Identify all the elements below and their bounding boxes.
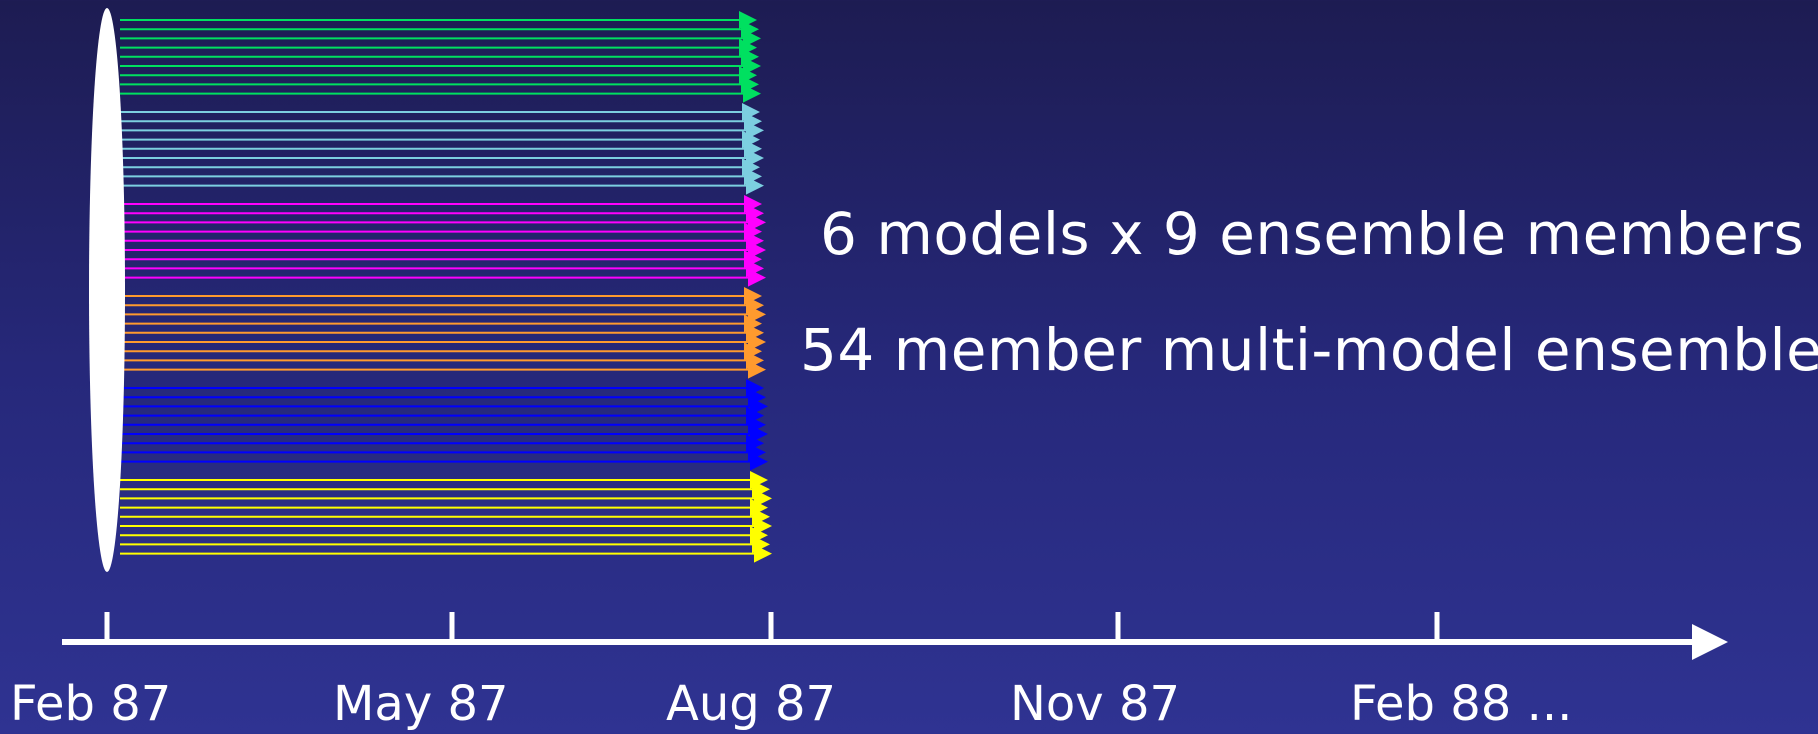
model-group-2 xyxy=(120,103,764,195)
tick-label-aug-87: Aug 87 xyxy=(666,676,837,732)
tick-label-nov-87: Nov 87 xyxy=(1010,676,1181,732)
arrowhead-icon xyxy=(746,176,764,195)
tick-label-may-87: May 87 xyxy=(333,676,509,732)
model-group-1 xyxy=(120,11,761,103)
model-group-6 xyxy=(120,471,772,563)
arrowhead-icon xyxy=(754,544,772,563)
arrowhead-icon xyxy=(743,84,761,103)
timeline-arrowhead-icon xyxy=(1692,624,1728,660)
model-group-5 xyxy=(120,379,768,471)
arrowhead-icon xyxy=(750,452,768,471)
arrowhead-icon xyxy=(748,360,766,379)
model-group-3 xyxy=(120,195,766,287)
tick-label-feb-87: Feb 87 xyxy=(10,676,172,732)
ensemble-lines xyxy=(120,11,772,563)
timeline-axis xyxy=(62,612,1728,660)
initial-conditions-ellipse xyxy=(89,8,125,572)
caption-multi-model-ensemble: 54 member multi-model ensemble xyxy=(800,316,1818,384)
model-group-4 xyxy=(120,287,766,379)
tick-label-feb-88: Feb 88 ... xyxy=(1350,676,1573,732)
caption-models-members: 6 models x 9 ensemble members xyxy=(820,200,1805,268)
arrowhead-icon xyxy=(748,268,766,287)
